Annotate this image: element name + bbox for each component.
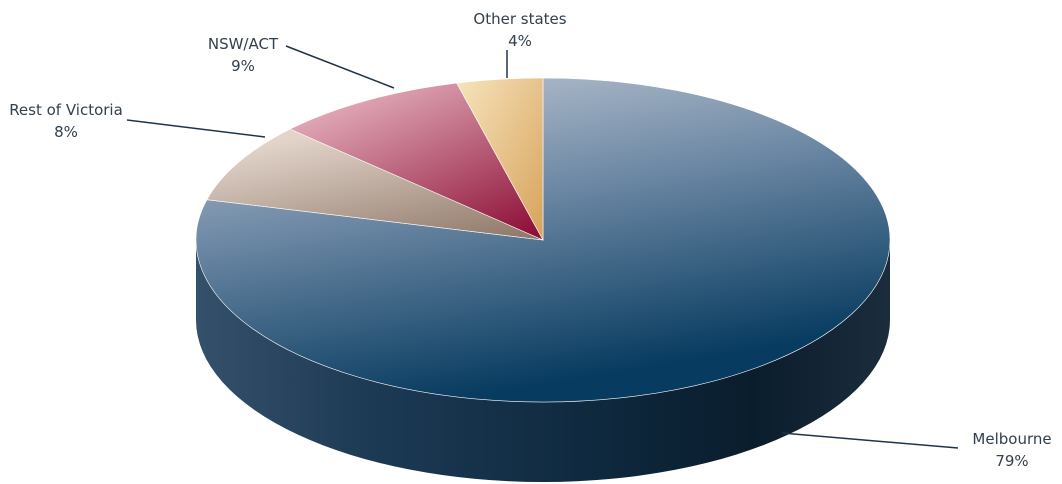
leader-line-rest-of-victoria <box>126 119 266 138</box>
pie-slice-other-states <box>456 77 544 241</box>
leader-line-melbourne <box>781 432 959 449</box>
leader-line-nsw-act <box>285 45 395 89</box>
slice-label-melbourne: Melbourne <box>972 430 1051 448</box>
slice-value-rest-of-victoria: 8% <box>54 123 78 141</box>
slice-value-nsw-act: 9% <box>231 57 255 75</box>
slice-value-melbourne: 79% <box>995 452 1028 470</box>
slice-label-nsw-act: NSW/ACT <box>208 35 279 53</box>
slice-label-rest-of-victoria: Rest of Victoria <box>9 101 123 119</box>
slice-label-other-states: Other states <box>473 10 566 28</box>
pie-top-face <box>195 77 891 403</box>
slice-value-other-states: 4% <box>508 32 532 50</box>
pie-depth-side <box>196 240 890 482</box>
pie-side-band <box>196 240 890 482</box>
pie-slice-nsw-act <box>289 82 544 241</box>
pie-labels: Melbourne 79% Rest of Victoria 8% NSW/ACT 9% O… <box>9 10 1051 470</box>
pie-slice-rest-of-victoria <box>206 128 544 241</box>
